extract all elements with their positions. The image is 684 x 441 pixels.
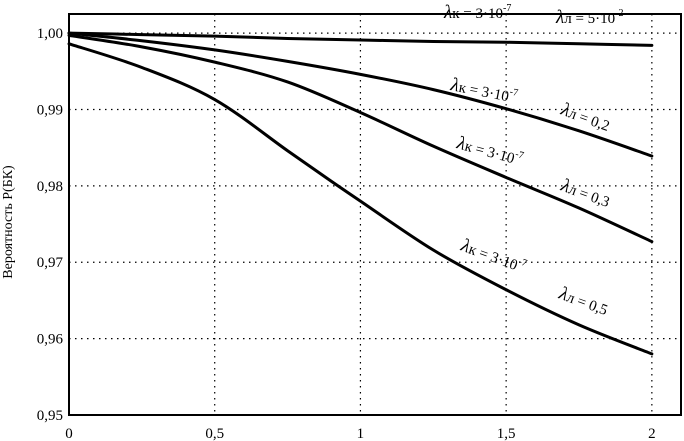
x-tick-label: 2 [648, 426, 656, 441]
y-tick-label: 0,95 [37, 408, 63, 424]
annotation-lambda-l: λл = 0,2 [557, 99, 613, 136]
y-axis-label: Вероятность P(БК) [1, 165, 16, 279]
series-line [67, 42, 654, 356]
annotation-text: л = 0,2 [566, 106, 611, 135]
annotation-lambda-l: λл = 0,5 [555, 283, 611, 320]
annotation-text: к = 3·10 [452, 6, 503, 22]
y-tick-label: 0,96 [37, 332, 64, 348]
annotation-text: л = 0,5 [564, 290, 609, 319]
annotation-text: к = 3·10 [466, 242, 519, 274]
x-tick-label: 1 [357, 426, 365, 441]
annotation-text: л = 5·10 [564, 11, 615, 27]
annotation-lambda-k: λк = 3·10-7 [454, 132, 525, 170]
series-lines [67, 31, 654, 356]
exponent-lambda-k: -7 [517, 256, 529, 269]
y-tick-label: 0,97 [37, 255, 64, 271]
x-tick-label: 0,5 [205, 426, 224, 441]
series-line [67, 33, 654, 244]
grid [69, 14, 681, 415]
lambda-symbol: λ [555, 7, 564, 28]
exponent-lambda-k: -7 [509, 87, 519, 99]
annotation-lambda-l: λл = 5·10-2 [555, 7, 624, 28]
exponent-lambda-k: -7 [514, 149, 525, 162]
plot-frame [68, 13, 682, 416]
x-tick-label: 1,5 [497, 426, 516, 441]
lambda-symbol: λ [443, 2, 452, 23]
exponent-lambda-l: -2 [615, 8, 623, 19]
axis-ticks: 0 0,5 1 1,5 2 0,95 0,96 0,97 0,98 0,99 1,00 [37, 26, 656, 441]
y-tick-label: 0,99 [37, 102, 63, 118]
series-line [67, 31, 654, 47]
annotation-lambda-k: λк = 3·10-7 [443, 2, 511, 23]
exponent-lambda-k: -7 [503, 3, 511, 14]
series-line [67, 31, 654, 158]
y-tick-label: 0,98 [37, 179, 63, 195]
annotation-lambda-l: λл = 0,3 [557, 175, 613, 212]
lambda-symbol: λ [448, 74, 461, 96]
y-tick-label: 1,00 [37, 26, 63, 42]
x-tick-label: 0 [65, 426, 73, 441]
